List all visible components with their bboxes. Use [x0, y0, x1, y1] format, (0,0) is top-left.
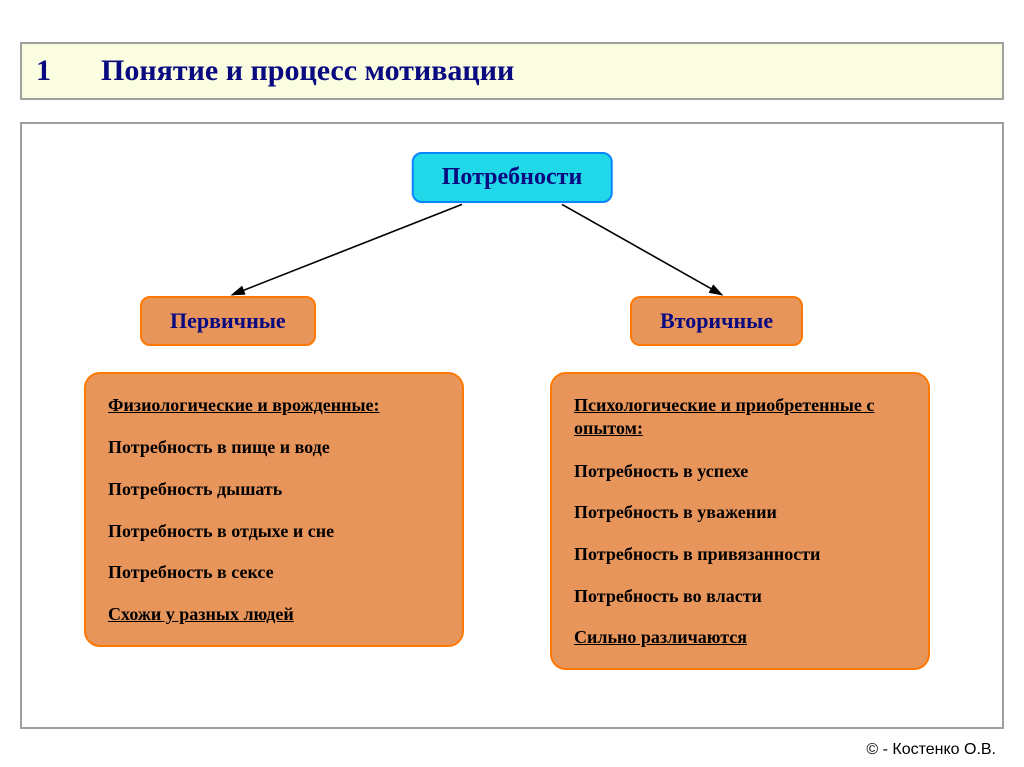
credit-text: - Костенко О.В. — [883, 741, 996, 758]
detail-primary: Физиологические и врожденные: Потребност… — [84, 372, 464, 647]
list-item: Потребность дышать — [108, 479, 440, 501]
section-number: 1 — [36, 54, 51, 88]
branch-secondary: Вторичные — [630, 296, 803, 346]
list-item: Потребность в сексе — [108, 562, 440, 584]
secondary-subtitle: Психологические и приобретенные с опытом… — [574, 394, 906, 441]
title-bar: 1 Понятие и процесс мотивации — [20, 42, 1004, 100]
primary-subtitle: Физиологические и врожденные: — [108, 394, 440, 417]
branch-primary: Первичные — [140, 296, 316, 346]
list-item: Потребность в привязанности — [574, 544, 906, 566]
detail-secondary: Психологические и приобретенные с опытом… — [550, 372, 930, 670]
credit-line: © - Костенко О.В. — [866, 741, 996, 759]
root-node: Потребности — [412, 152, 613, 203]
list-item: Потребность в отдыхе и сне — [108, 521, 440, 543]
diagram-frame: Потребности Первичные Вторичные Физиолог… — [20, 122, 1004, 729]
list-item: Потребность во власти — [574, 586, 906, 608]
list-item: Потребность в уважении — [574, 502, 906, 524]
secondary-footer: Сильно различаются — [574, 627, 906, 648]
primary-footer: Схожи у разных людей — [108, 604, 440, 625]
list-item: Потребность в пище и воде — [108, 437, 440, 459]
page-title: Понятие и процесс мотивации — [101, 54, 514, 88]
copyright-symbol: © — [866, 741, 878, 758]
list-item: Потребность в успехе — [574, 461, 906, 483]
